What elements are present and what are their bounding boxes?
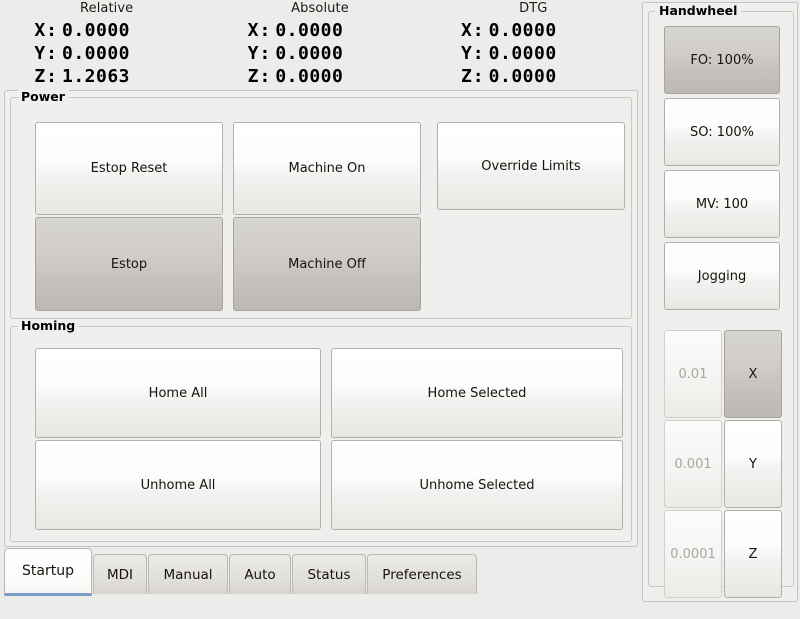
dro-column-relative: Relative X: 0.0000 Y: 0.0000 Z: 1.2063 bbox=[0, 0, 213, 88]
dro-row-y: Y: 0.0000 bbox=[0, 42, 213, 65]
dro-column-title: Relative bbox=[80, 1, 134, 16]
dro-axis-value: 0.0000 bbox=[62, 20, 131, 41]
feed-override-button[interactable]: FO: 100% bbox=[664, 26, 780, 94]
axis-select-z-button[interactable]: Z bbox=[724, 510, 782, 598]
machine-off-button[interactable]: Machine Off bbox=[233, 217, 421, 311]
dro-axis-label: Y: bbox=[247, 43, 272, 64]
dro-axis-value: 0.0000 bbox=[275, 43, 344, 64]
dro-axis-value: 1.2063 bbox=[62, 66, 131, 87]
axis-select-y-button[interactable]: Y bbox=[724, 420, 782, 508]
handwheel-group: Handwheel FO: 100% SO: 100% MV: 100 Jogg… bbox=[648, 4, 794, 598]
main-control-panel: Power Estop Reset Machine On Override Li… bbox=[4, 90, 638, 547]
home-all-button[interactable]: Home All bbox=[35, 348, 321, 438]
dro-axis-label: Z: bbox=[34, 66, 58, 87]
dro-readout: Relative X: 0.0000 Y: 0.0000 Z: 1.2063 A… bbox=[0, 0, 640, 88]
tab-auto[interactable]: Auto bbox=[229, 554, 291, 594]
unhome-all-button[interactable]: Unhome All bbox=[35, 440, 321, 530]
estop-button[interactable]: Estop bbox=[35, 217, 223, 311]
dro-axis-label: Y: bbox=[460, 43, 485, 64]
axis-select-x-button[interactable]: X bbox=[724, 330, 782, 418]
override-limits-button[interactable]: Override Limits bbox=[437, 122, 625, 210]
power-group: Power Estop Reset Machine On Override Li… bbox=[10, 90, 632, 319]
jogging-button[interactable]: Jogging bbox=[664, 242, 780, 310]
dro-axis-value: 0.0000 bbox=[488, 43, 557, 64]
dro-column-dtg: DTG X: 0.0000 Y: 0.0000 Z: 0.0000 bbox=[427, 0, 640, 88]
homing-group: Homing Home All Home Selected Unhome All… bbox=[10, 319, 632, 542]
dro-row-z: Z: 1.2063 bbox=[0, 65, 213, 88]
increment-button-0-01[interactable]: 0.01 bbox=[664, 330, 722, 418]
tab-startup[interactable]: Startup bbox=[4, 548, 92, 596]
dro-row-z: Z: 0.0000 bbox=[213, 65, 426, 88]
dro-row-y: Y: 0.0000 bbox=[213, 42, 426, 65]
increment-button-0-0001[interactable]: 0.0001 bbox=[664, 510, 722, 598]
handwheel-panel: Handwheel FO: 100% SO: 100% MV: 100 Jogg… bbox=[642, 2, 798, 602]
tab-bar: Startup MDI Manual Auto Status Preferenc… bbox=[4, 548, 638, 596]
tab-status[interactable]: Status bbox=[292, 554, 366, 594]
dro-axis-label: Z: bbox=[247, 66, 272, 87]
power-group-legend: Power bbox=[18, 90, 69, 104]
dro-column-absolute: Absolute X: 0.0000 Y: 0.0000 Z: 0.0000 bbox=[213, 0, 426, 88]
max-velocity-button[interactable]: MV: 100 bbox=[664, 170, 780, 238]
tab-preferences[interactable]: Preferences bbox=[367, 554, 477, 594]
dro-axis-value: 0.0000 bbox=[275, 20, 344, 41]
dro-column-title: Absolute bbox=[291, 1, 349, 16]
spindle-override-button[interactable]: SO: 100% bbox=[664, 98, 780, 166]
increment-button-0-001[interactable]: 0.001 bbox=[664, 420, 722, 508]
dro-row-x: X: 0.0000 bbox=[213, 19, 426, 42]
unhome-selected-button[interactable]: Unhome Selected bbox=[331, 440, 623, 530]
dro-axis-label: X: bbox=[460, 20, 485, 41]
estop-reset-button[interactable]: Estop Reset bbox=[35, 122, 223, 215]
dro-axis-value: 0.0000 bbox=[488, 66, 557, 87]
dro-axis-label: X: bbox=[34, 20, 58, 41]
dro-axis-label: Y: bbox=[34, 43, 58, 64]
home-selected-button[interactable]: Home Selected bbox=[331, 348, 623, 438]
dro-axis-value: 0.0000 bbox=[62, 43, 131, 64]
dro-column-title: DTG bbox=[519, 1, 548, 16]
dro-axis-label: X: bbox=[247, 20, 272, 41]
handwheel-group-legend: Handwheel bbox=[655, 4, 742, 18]
dro-axis-value: 0.0000 bbox=[275, 66, 344, 87]
dro-axis-label: Z: bbox=[460, 66, 485, 87]
dro-row-y: Y: 0.0000 bbox=[427, 42, 640, 65]
machine-on-button[interactable]: Machine On bbox=[233, 122, 421, 215]
homing-group-legend: Homing bbox=[18, 319, 80, 333]
dro-row-x: X: 0.0000 bbox=[427, 19, 640, 42]
dro-row-x: X: 0.0000 bbox=[0, 19, 213, 42]
tab-mdi[interactable]: MDI bbox=[93, 554, 147, 594]
tab-manual[interactable]: Manual bbox=[148, 554, 228, 594]
dro-row-z: Z: 0.0000 bbox=[427, 65, 640, 88]
dro-axis-value: 0.0000 bbox=[488, 20, 557, 41]
